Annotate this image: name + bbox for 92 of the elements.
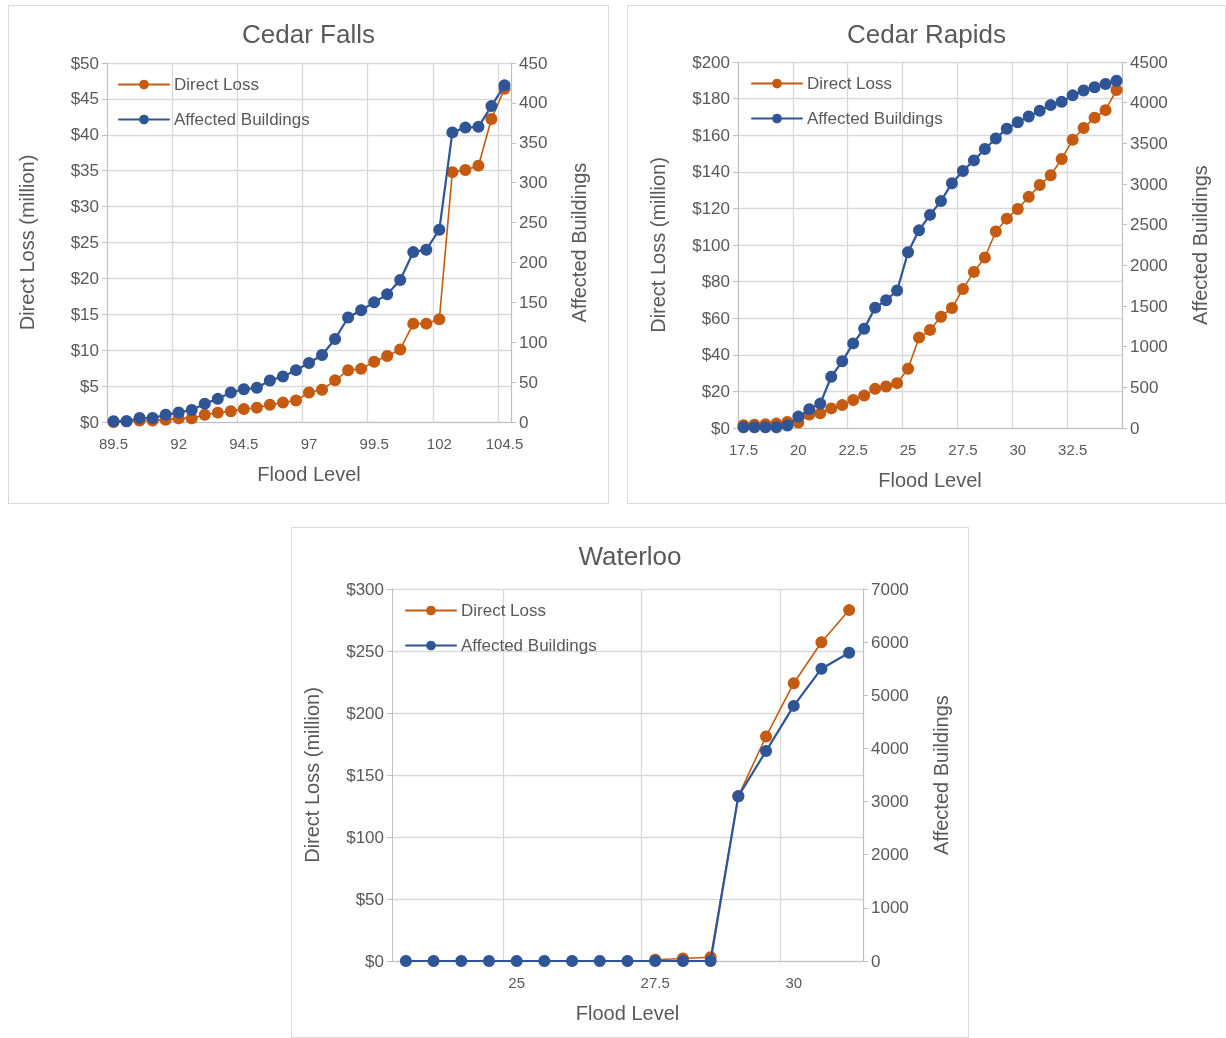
y2-tick-label: 3000 (1130, 174, 1168, 194)
x-tick-label: 17.5 (728, 441, 759, 458)
y2-axis-title: Affected Buildings (568, 162, 590, 323)
y2-axis-title: Affected Buildings (930, 695, 952, 855)
y2-tick-label: 350 (519, 133, 548, 153)
y-axis-title: Direct Loss (million) (647, 157, 669, 333)
y2-tick-label: 450 (519, 53, 548, 73)
x-tick-label: 22.5 (838, 441, 868, 458)
y2-tick-label: 500 (1130, 377, 1159, 397)
y-tick-label: $0 (711, 418, 730, 438)
x-axis-title: Flood Level (257, 463, 361, 485)
legend-label: Affected Buildings (174, 110, 310, 129)
y-tick-label: $250 (346, 641, 384, 661)
y-tick-label: $20 (701, 381, 730, 401)
x-tick-label: 89.5 (98, 435, 129, 452)
y-tick-label: $45 (70, 89, 99, 109)
y2-tick-label: 50 (519, 372, 538, 392)
y2-tick-label: 0 (871, 951, 881, 971)
y2-tick-label: 1000 (1130, 337, 1168, 357)
x-tick-label: 94.5 (229, 435, 259, 452)
y2-tick-label: 3500 (1130, 133, 1168, 153)
y2-tick-label: 100 (519, 332, 548, 352)
legend-label: Direct Loss (174, 75, 260, 94)
y-tick-label: $25 (70, 233, 99, 252)
y-tick-label: $160 (692, 125, 730, 145)
chart-title: Cedar Falls (242, 19, 375, 49)
x-tick-label: 30 (785, 974, 803, 991)
y-tick-label: $0 (80, 412, 99, 432)
y-tick-label: $5 (80, 376, 99, 396)
y2-tick-label: 2000 (1130, 255, 1168, 275)
y-tick-label: $20 (70, 268, 99, 288)
chart-title: Cedar Rapids (847, 19, 1006, 49)
y2-tick-label: 2000 (871, 845, 909, 865)
legend-label: Direct Loss (461, 601, 547, 620)
y2-tick-label: 200 (519, 252, 548, 272)
y-tick-label: $120 (692, 198, 730, 218)
y2-tick-label: 4000 (871, 738, 909, 758)
x-tick-label: 99.5 (359, 435, 389, 452)
x-tick-label: 32.5 (1058, 441, 1088, 458)
y-tick-label: $180 (692, 89, 730, 109)
y2-tick-label: 300 (519, 173, 548, 193)
y-tick-label: $50 (70, 53, 99, 73)
y2-tick-label: 150 (519, 292, 548, 312)
legend-label: Affected Buildings (807, 109, 943, 128)
y-tick-label: $30 (70, 197, 99, 217)
x-tick-label: 92 (170, 435, 188, 452)
y-tick-label: $100 (692, 235, 730, 255)
x-tick-label: 25 (899, 441, 917, 458)
x-axis-title: Flood Level (575, 1002, 680, 1024)
x-axis-title: Flood Level (878, 469, 982, 491)
y-tick-label: $200 (692, 52, 730, 72)
y2-tick-label: 4000 (1130, 93, 1168, 113)
y-tick-label: $0 (365, 951, 384, 971)
y2-tick-label: 0 (1130, 418, 1140, 438)
x-tick-label: 102 (426, 435, 452, 452)
y-tick-label: $60 (701, 308, 730, 328)
x-tick-label: 104.5 (485, 435, 524, 452)
x-tick-label: 97 (300, 435, 318, 452)
y2-tick-label: 0 (519, 412, 529, 432)
y2-tick-label: 1000 (871, 898, 909, 918)
y2-tick-label: 250 (519, 213, 548, 233)
y2-tick-label: 3000 (871, 792, 909, 812)
x-tick-label: 27.5 (640, 974, 670, 991)
y-tick-label: $80 (701, 272, 730, 292)
y2-tick-label: 7000 (871, 579, 909, 599)
y-tick-label: $140 (692, 162, 730, 182)
y2-tick-label: 6000 (871, 632, 909, 652)
y-tick-label: $10 (70, 340, 99, 360)
y2-tick-label: 5000 (871, 685, 909, 705)
legend-label: Direct Loss (807, 74, 893, 93)
y2-tick-label: 2500 (1130, 215, 1168, 235)
y-tick-label: $200 (346, 703, 384, 723)
y2-tick-label: 400 (519, 93, 548, 113)
y-axis-title: Direct Loss (million) (16, 154, 38, 331)
x-tick-label: 27.5 (948, 441, 978, 458)
y-tick-label: $50 (355, 889, 384, 909)
x-tick-label: 20 (790, 441, 807, 458)
y2-tick-label: 1500 (1130, 296, 1168, 316)
x-tick-label: 30 (1009, 441, 1027, 458)
y-tick-label: $15 (70, 304, 99, 324)
y-tick-label: $35 (70, 161, 99, 181)
y-tick-label: $300 (346, 579, 384, 599)
x-tick-label: 25 (508, 974, 526, 991)
y2-tick-label: 4500 (1130, 52, 1168, 72)
y2-axis-title: Affected Buildings (1189, 165, 1211, 325)
chart-title: Waterloo (578, 541, 682, 571)
y-tick-label: $150 (346, 765, 384, 785)
y-tick-label: $40 (70, 125, 99, 145)
y-tick-label: $100 (346, 827, 384, 847)
y-tick-label: $40 (701, 345, 730, 365)
legend-label: Affected Buildings (461, 636, 597, 655)
y-axis-title: Direct Loss (million) (301, 687, 323, 863)
